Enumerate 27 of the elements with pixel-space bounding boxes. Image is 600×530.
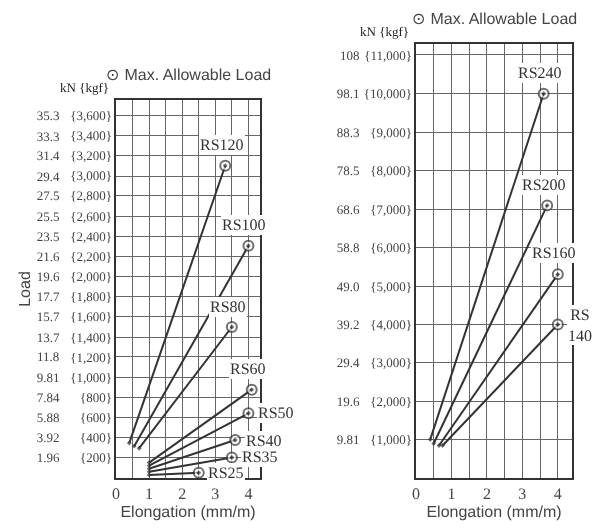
series-label: RS 140 [568, 306, 592, 345]
text: ⊙ Max. Allowable Load [412, 10, 578, 28]
x-tick-label: 2 [482, 485, 491, 504]
x-tick-label: 1 [145, 485, 154, 504]
series-label: RS200 [522, 176, 566, 194]
x-tick-label: 4 [553, 485, 562, 504]
x-tick-label: 4 [244, 485, 253, 504]
y-axis-title: Load [16, 271, 35, 307]
x-tick-label: 0 [112, 485, 120, 504]
x-tick-label: 1 [447, 485, 456, 504]
x-tick-label: 0 [412, 485, 420, 504]
series-label: RS160 [532, 244, 576, 262]
series-label: RS35 [242, 448, 278, 466]
series-label: RS100 [222, 216, 266, 234]
x-tick-label: 3 [518, 485, 527, 504]
series-label: RS120 [200, 136, 244, 154]
series-label: RS60 [230, 360, 266, 378]
text: ⊙ Max. Allowable Load [106, 66, 272, 84]
x-tick-label: 2 [178, 485, 187, 504]
series-label: RS240 [518, 64, 562, 82]
series-label: RS25 [208, 464, 244, 482]
x-tick-label: 3 [211, 485, 220, 504]
series-label: RS80 [210, 298, 246, 316]
x-axis-title: Elongation (mm/m) [426, 503, 563, 522]
series-label: RS50 [258, 404, 294, 422]
x-axis-title: Elongation (mm/m) [120, 503, 257, 522]
series-label: RS40 [246, 432, 282, 450]
